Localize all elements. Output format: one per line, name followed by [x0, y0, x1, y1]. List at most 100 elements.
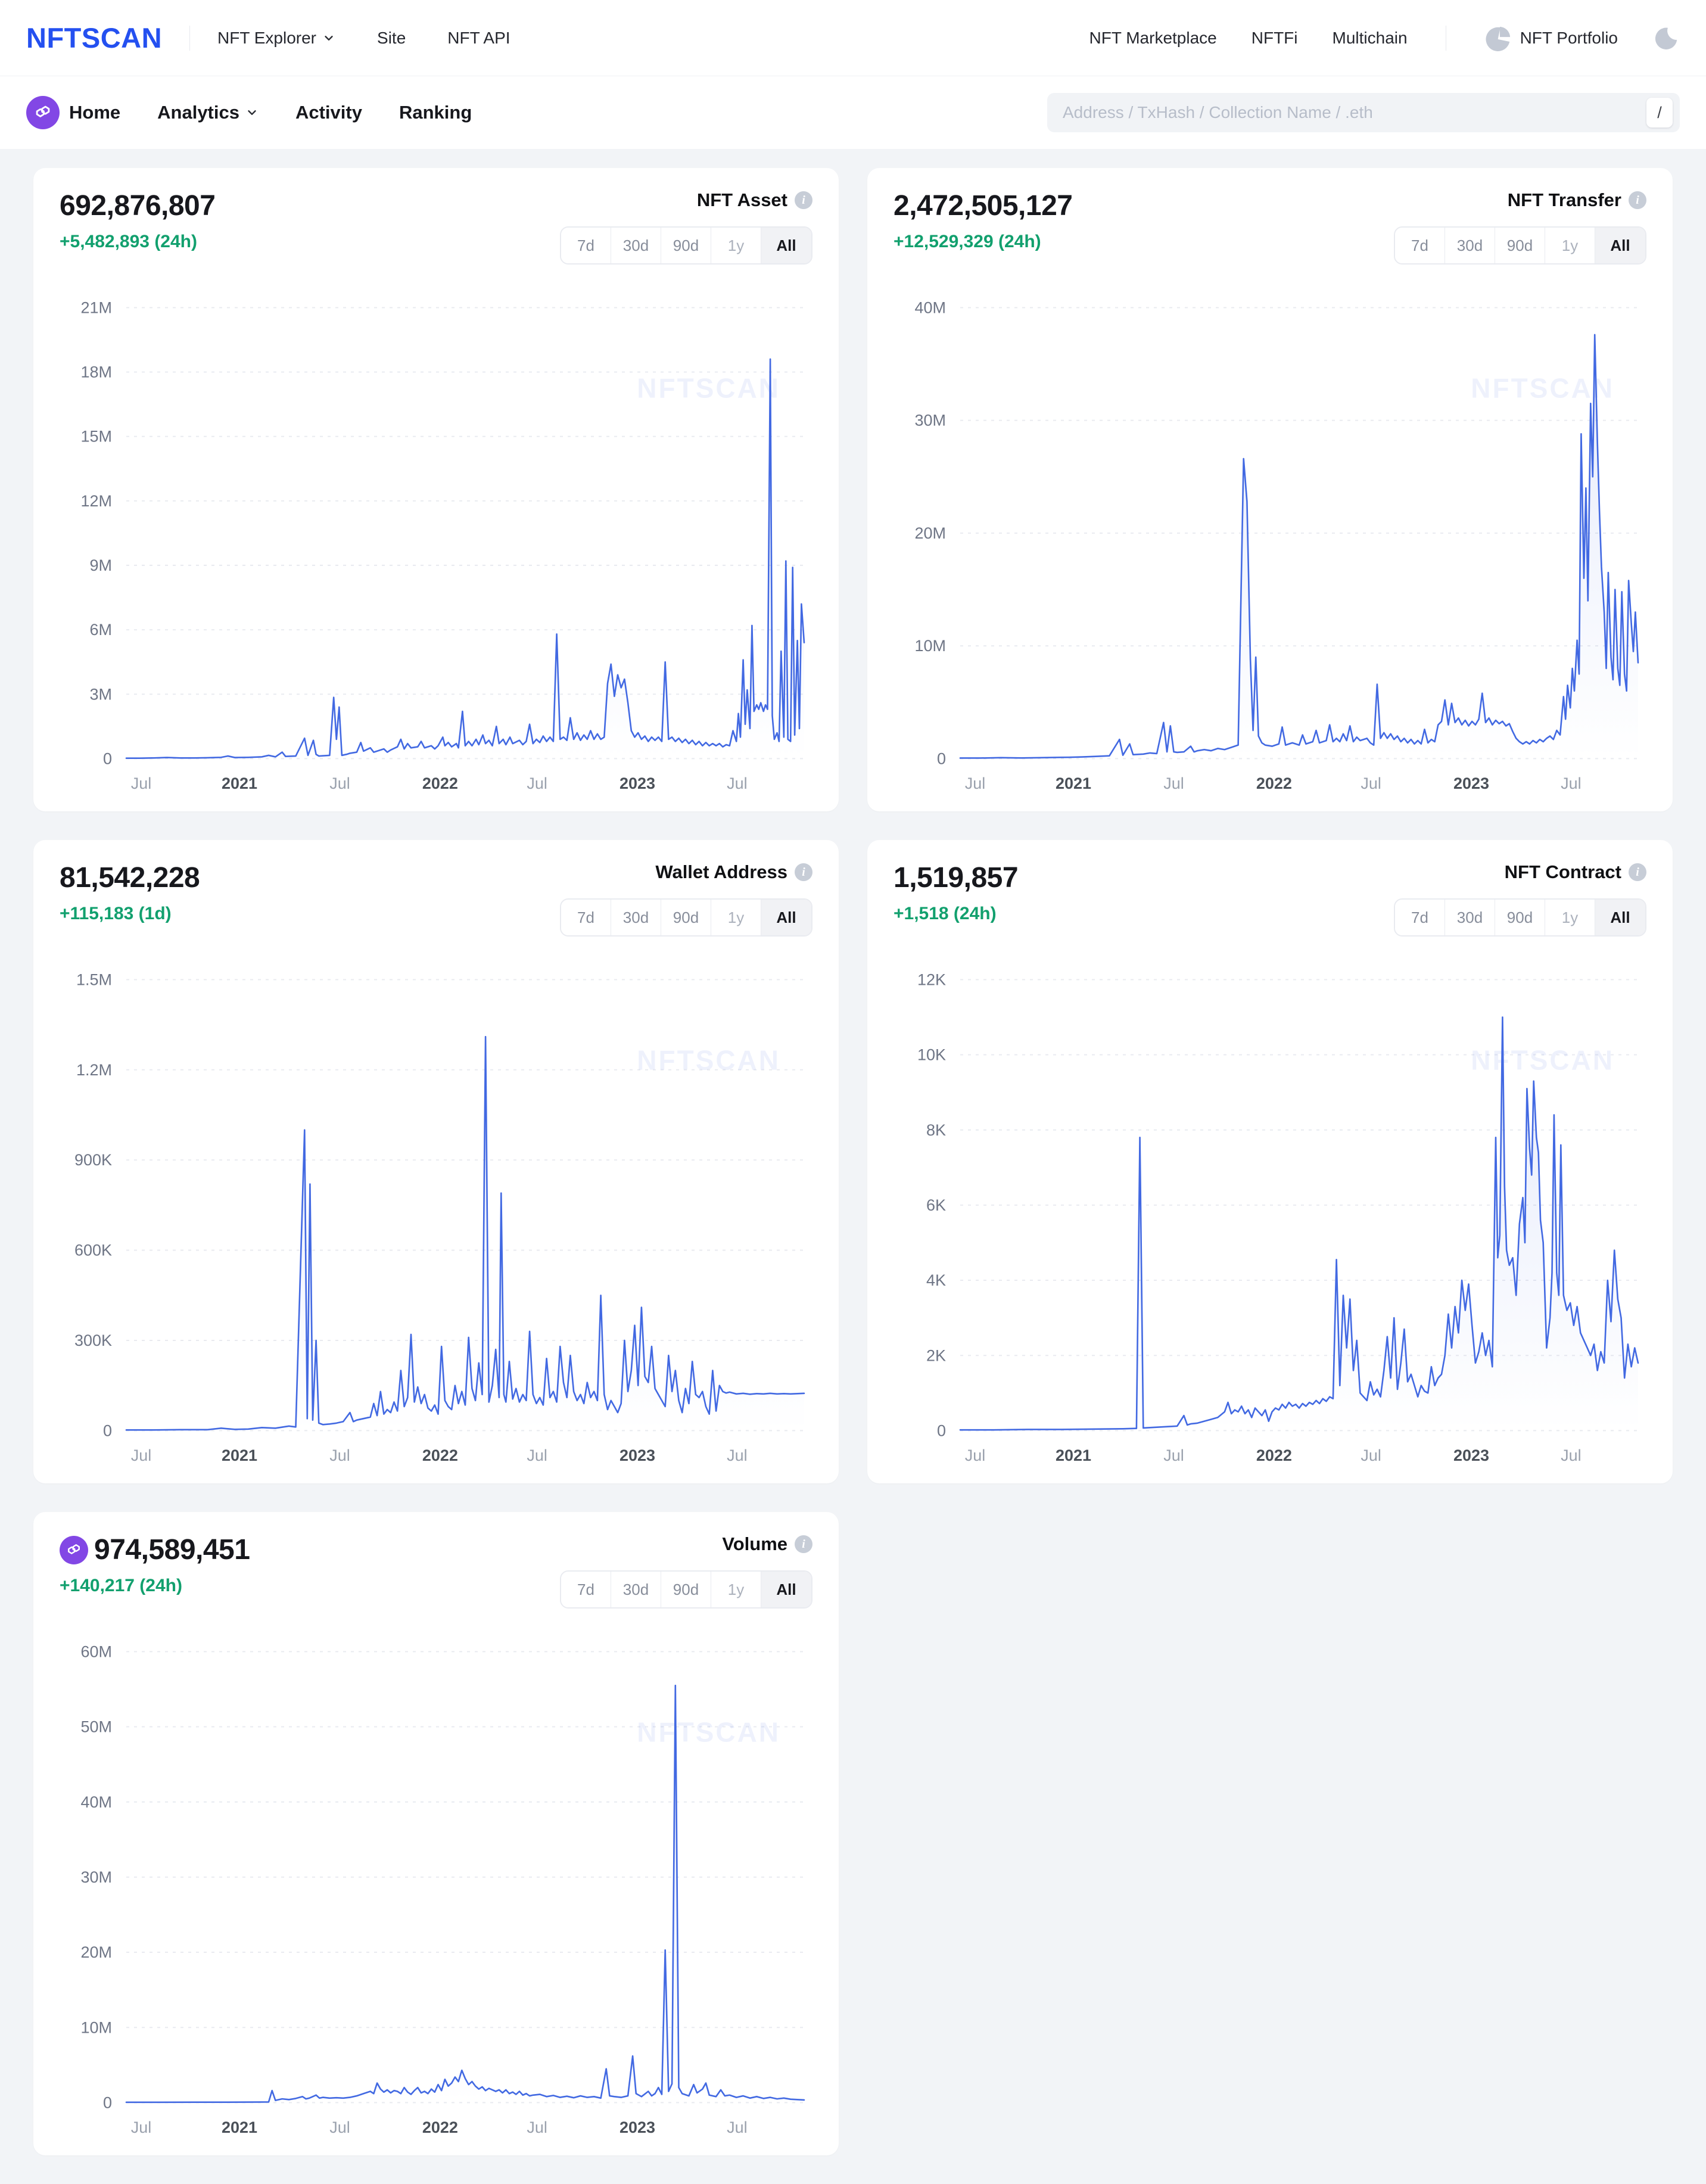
- moon-icon: [1655, 27, 1677, 49]
- svg-text:Jul: Jul: [131, 1446, 151, 1464]
- subnav-home[interactable]: Home: [69, 102, 121, 123]
- svg-text:2023: 2023: [619, 774, 655, 792]
- range-button-90d[interactable]: 90d: [661, 228, 711, 263]
- svg-text:1.2M: 1.2M: [76, 1060, 112, 1079]
- info-icon[interactable]: i: [1629, 191, 1646, 209]
- subnav-analytics[interactable]: Analytics: [157, 102, 259, 123]
- range-button-7d[interactable]: 7d: [1395, 900, 1445, 935]
- svg-text:2021: 2021: [222, 1446, 257, 1464]
- chevron-down-icon: [325, 35, 333, 41]
- primary-nav: NFT Explorer Site NFT API: [217, 29, 510, 48]
- svg-text:2021: 2021: [1056, 774, 1091, 792]
- svg-text:2022: 2022: [1256, 774, 1292, 792]
- nav-nft-marketplace[interactable]: NFT Marketplace: [1089, 28, 1217, 47]
- range-button-30d[interactable]: 30d: [1445, 228, 1495, 263]
- svg-text:0: 0: [103, 749, 112, 767]
- nav-site[interactable]: Site: [377, 28, 406, 47]
- range-button-30d[interactable]: 30d: [1445, 900, 1495, 935]
- range-button-7d[interactable]: 7d: [561, 228, 611, 263]
- svg-text:2022: 2022: [422, 774, 458, 792]
- range-button-1y[interactable]: 1y: [1545, 228, 1595, 263]
- svg-text:Jul: Jul: [527, 2118, 547, 2136]
- svg-text:15M: 15M: [80, 427, 112, 446]
- top-navbar: NFTSCAN NFT Explorer Site NFT API NFT Ma…: [0, 0, 1706, 76]
- nft-transfer-total: 2,472,505,127: [894, 190, 1073, 222]
- svg-text:9M: 9M: [90, 556, 112, 574]
- search-input[interactable]: [1063, 103, 1646, 122]
- svg-text:18M: 18M: [80, 362, 112, 381]
- range-button-7d[interactable]: 7d: [561, 900, 611, 935]
- nav-nft-explorer[interactable]: NFT Explorer: [217, 29, 335, 48]
- nav-nft-portfolio-label: NFT Portfolio: [1520, 28, 1618, 47]
- range-button-1y[interactable]: 1y: [711, 900, 761, 935]
- range-button-1y[interactable]: 1y: [1545, 900, 1595, 935]
- subnav-analytics-label: Analytics: [157, 102, 239, 123]
- search-box[interactable]: /: [1047, 93, 1680, 132]
- svg-text:NFTSCAN: NFTSCAN: [1471, 1045, 1614, 1076]
- svg-text:2023: 2023: [619, 2118, 655, 2136]
- nav-nft-explorer-label: NFT Explorer: [217, 28, 317, 47]
- range-button-30d[interactable]: 30d: [611, 228, 661, 263]
- svg-text:0: 0: [103, 1421, 112, 1439]
- range-button-90d[interactable]: 90d: [1495, 228, 1545, 263]
- svg-text:2023: 2023: [1453, 774, 1489, 792]
- nav-multichain[interactable]: Multichain: [1332, 28, 1408, 47]
- svg-text:21M: 21M: [80, 298, 112, 316]
- range-button-7d[interactable]: 7d: [561, 1572, 611, 1607]
- range-button-all[interactable]: All: [761, 228, 811, 263]
- range-button-90d[interactable]: 90d: [661, 1572, 711, 1607]
- range-button-all[interactable]: All: [761, 1572, 811, 1607]
- nav-nft-api[interactable]: NFT API: [447, 28, 510, 47]
- range-button-all[interactable]: All: [1595, 900, 1645, 935]
- range-button-1y[interactable]: 1y: [711, 1572, 761, 1607]
- svg-text:Jul: Jul: [329, 1446, 350, 1464]
- svg-text:2021: 2021: [222, 774, 257, 792]
- svg-text:900K: 900K: [74, 1150, 112, 1169]
- info-icon[interactable]: i: [795, 1535, 812, 1553]
- svg-text:Jul: Jul: [965, 1446, 985, 1464]
- volume-chart: 0 10M 20M 30M 40M 50M 60M Jul 2021 Jul 2022 Jul 2023…: [80, 1642, 805, 2136]
- nav-nftfi[interactable]: NFTFi: [1251, 28, 1298, 47]
- nft-contract-delta: +1,518 (24h): [894, 904, 997, 923]
- range-button-all[interactable]: All: [761, 900, 811, 935]
- svg-text:Jul: Jul: [1361, 1446, 1381, 1464]
- svg-text:0: 0: [937, 749, 946, 767]
- polygon-chain-icon[interactable]: [26, 96, 60, 129]
- nav-nft-portfolio[interactable]: NFT Portfolio: [1484, 24, 1618, 52]
- svg-text:40M: 40M: [80, 1793, 112, 1811]
- range-button-90d[interactable]: 90d: [1495, 900, 1545, 935]
- svg-text:2023: 2023: [619, 1446, 655, 1464]
- svg-text:12M: 12M: [80, 491, 112, 510]
- range-button-30d[interactable]: 30d: [611, 900, 661, 935]
- info-icon[interactable]: i: [1629, 863, 1646, 881]
- svg-text:Jul: Jul: [1561, 1446, 1581, 1464]
- subnav-activity[interactable]: Activity: [295, 102, 362, 123]
- volume-card: 974,589,451 +140,217 (24h) Volume i 7d 30…: [33, 1512, 839, 2155]
- analytics-cards-grid: 692,876,807 +5,482,893 (24h) NFT Asset i…: [0, 149, 1706, 2184]
- volume-total: 974,589,451: [94, 1534, 250, 1566]
- chevron-down-icon: [248, 110, 256, 115]
- nft-contract-total: 1,519,857: [894, 862, 1019, 894]
- info-icon[interactable]: i: [795, 863, 812, 881]
- svg-text:Jul: Jul: [131, 774, 151, 792]
- nftscan-logo[interactable]: NFTSCAN: [26, 22, 163, 54]
- svg-text:NFTSCAN: NFTSCAN: [637, 373, 780, 404]
- svg-text:300K: 300K: [74, 1331, 112, 1349]
- range-button-30d[interactable]: 30d: [611, 1572, 661, 1607]
- dark-mode-toggle[interactable]: [1652, 24, 1680, 52]
- range-button-1y[interactable]: 1y: [711, 228, 761, 263]
- svg-text:Jul: Jul: [329, 2118, 350, 2136]
- range-button-90d[interactable]: 90d: [661, 900, 711, 935]
- range-button-7d[interactable]: 7d: [1395, 228, 1445, 263]
- svg-text:2021: 2021: [1056, 1446, 1091, 1464]
- svg-text:Jul: Jul: [527, 774, 547, 792]
- range-button-all[interactable]: All: [1595, 228, 1645, 263]
- subnav-ranking[interactable]: Ranking: [399, 102, 472, 123]
- svg-text:2023: 2023: [1453, 1446, 1489, 1464]
- info-icon[interactable]: i: [795, 191, 812, 209]
- svg-text:Jul: Jul: [727, 1446, 747, 1464]
- nft-asset-delta: +5,482,893 (24h): [60, 232, 197, 251]
- svg-text:2022: 2022: [422, 1446, 458, 1464]
- svg-text:Jul: Jul: [329, 774, 350, 792]
- time-range-selector: 7d 30d 90d 1y All: [560, 898, 812, 937]
